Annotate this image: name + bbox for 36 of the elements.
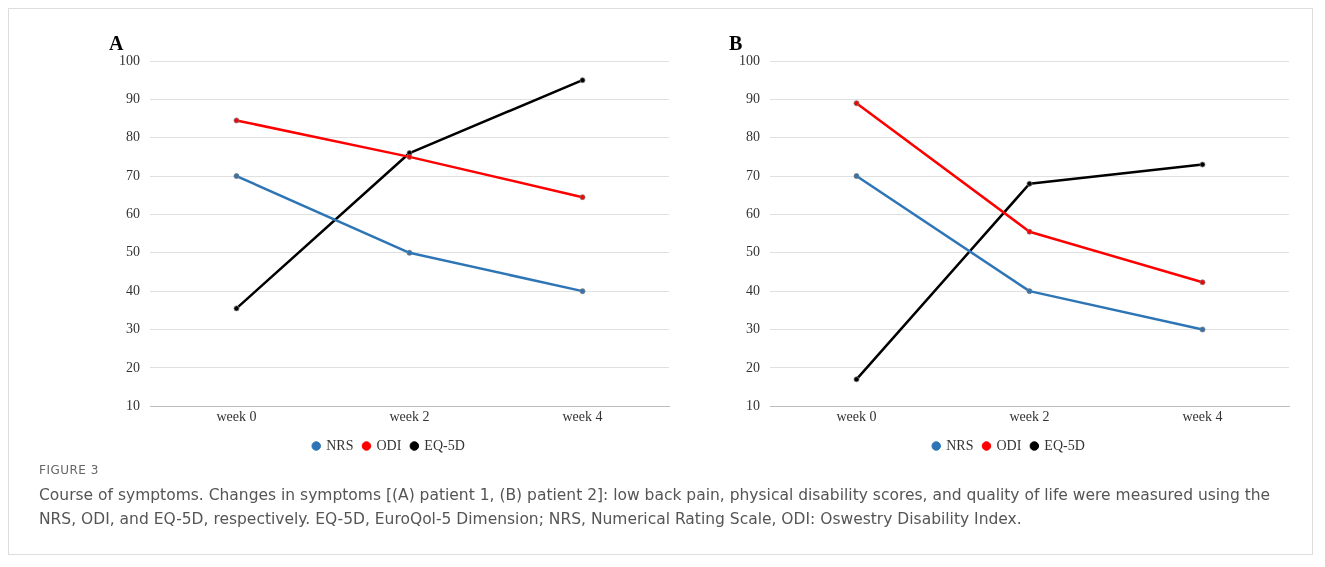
y-tick-label: 70 [746, 167, 760, 183]
y-tick-label: 80 [746, 129, 760, 145]
legend-label: NRS [946, 437, 974, 453]
y-tick-label: 50 [746, 244, 760, 260]
y-tick-label: 20 [746, 359, 760, 375]
x-tick-label: week 4 [1182, 409, 1223, 425]
caption: FIGURE 3 [39, 463, 100, 477]
y-tick-label: 60 [746, 206, 760, 222]
y-tick-label: 40 [126, 282, 140, 298]
y-tick-label: 40 [746, 282, 760, 298]
x-tick-label: week 4 [562, 409, 603, 425]
y-tick-label: 100 [739, 52, 760, 68]
chart-title: B [729, 32, 743, 55]
y-tick-label: 10 [746, 397, 760, 413]
y-tick-label: 50 [126, 244, 140, 260]
legend-label: EQ-5D [424, 437, 465, 453]
x-tick-label: week 2 [1009, 409, 1050, 425]
y-tick-label: 90 [746, 91, 760, 107]
x-tick-label: week 0 [836, 409, 877, 425]
x-tick-label: week 2 [389, 409, 430, 425]
y-tick-label: 70 [126, 167, 140, 183]
y-tick-label: 100 [119, 52, 140, 68]
legend-label: ODI [376, 437, 402, 453]
y-tick-label: 20 [126, 359, 140, 375]
text: Course of symptoms. Changes in symptoms [(A) patient 1, (B) patient 2]: low back pain, physical disability scores, and quality of life were measured using the NRS, ODI, and EQ-5D, respectively. EQ-5D, EuroQol-5 Dimension; NRS, Numerical Rating Scale, ODI: Oswestry Disability Index. [39, 485, 1272, 530]
legend-label: ODI [996, 437, 1022, 453]
y-tick-label: 90 [126, 91, 140, 107]
y-tick-label: 10 [126, 397, 140, 413]
chart-title: A [109, 32, 124, 55]
legend-label: EQ-5D [1044, 437, 1085, 453]
y-tick-label: 80 [126, 129, 140, 145]
x-tick-label: week 0 [216, 409, 257, 425]
y-tick-label: 30 [746, 321, 760, 337]
y-tick-label: 60 [126, 206, 140, 222]
y-tick-label: 30 [126, 321, 140, 337]
legend-label: NRS [326, 437, 354, 453]
